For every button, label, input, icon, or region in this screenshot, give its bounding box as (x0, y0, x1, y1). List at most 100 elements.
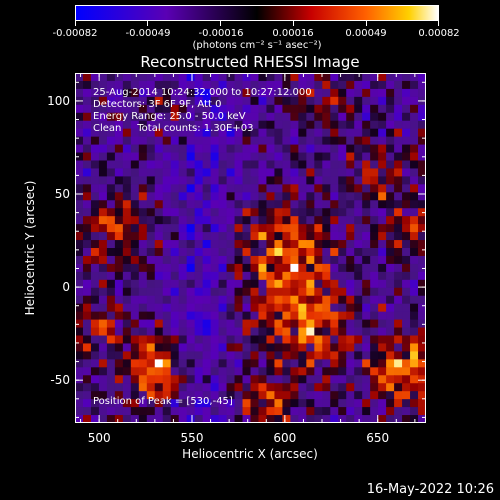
heatmap-cell (194, 367, 204, 376)
heatmap-cell (210, 391, 220, 400)
heatmap-cell (282, 120, 291, 130)
heatmap-cell (338, 144, 347, 154)
heatmap-cell (402, 407, 411, 416)
heatmap-cell (210, 120, 220, 130)
heatmap-cell (378, 112, 387, 122)
heatmap-cell (386, 303, 395, 313)
heatmap-cell (282, 375, 291, 384)
heatmap-cell (314, 184, 323, 193)
heatmap-cell (266, 271, 276, 281)
heatmap-cell (346, 263, 355, 273)
heatmap-cell (114, 168, 124, 177)
heatmap-cell (146, 399, 156, 408)
heatmap-cell (370, 152, 379, 162)
heatmap-cell (402, 216, 411, 225)
x-tick-label: 500 (87, 431, 111, 445)
heatmap-cell (362, 383, 371, 392)
heatmap-cell (106, 144, 116, 154)
heatmap-cell (130, 192, 140, 201)
heatmap-cell (186, 319, 196, 329)
heatmap-cell (378, 367, 387, 376)
heatmap-cell (314, 335, 323, 345)
heatmap-cell (290, 383, 299, 392)
heatmap-cell (75, 184, 84, 193)
heatmap-cell (226, 200, 236, 209)
heatmap-cell (418, 351, 426, 360)
heatmap-cell (178, 303, 188, 313)
heatmap-cell (330, 295, 339, 305)
heatmap-cell (314, 152, 323, 162)
heatmap-cell (202, 295, 212, 305)
heatmap-cell (250, 120, 260, 130)
heatmap-cell (402, 80, 411, 90)
heatmap-cell (386, 399, 395, 408)
heatmap-cell (194, 73, 204, 82)
heatmap-cell (362, 255, 371, 265)
heatmap-cell (418, 287, 426, 297)
heatmap-cell (402, 383, 411, 392)
heatmap-cell (146, 343, 156, 352)
heatmap-cell (306, 73, 315, 82)
heatmap-cell (362, 407, 371, 416)
heatmap-cell (250, 152, 260, 162)
heatmap-cell (154, 96, 164, 106)
heatmap-cell (378, 152, 387, 162)
heatmap-cell (106, 128, 116, 138)
heatmap-cell (154, 232, 164, 241)
heatmap-cell (378, 73, 387, 82)
heatmap-cell (218, 144, 228, 154)
heatmap-cell (122, 415, 132, 423)
colorbar-tick-label: 0.00016 (272, 28, 314, 39)
heatmap-cell (258, 279, 268, 289)
heatmap-cell (306, 303, 315, 313)
heatmap-cell (138, 375, 148, 384)
heatmap-cell (218, 248, 228, 257)
heatmap-cell (338, 232, 347, 241)
heatmap-cell (90, 279, 100, 289)
heatmap-cell (162, 263, 172, 273)
heatmap-cell (226, 303, 236, 313)
heatmap-cell (250, 295, 260, 305)
heatmap-cell (202, 88, 212, 98)
heatmap-cell (362, 160, 371, 170)
heatmap-cell (346, 120, 355, 130)
heatmap-cell (370, 327, 379, 337)
heatmap-cell (362, 232, 371, 241)
heatmap-cell (186, 407, 196, 416)
heatmap-cell (146, 271, 156, 281)
heatmap-cell (170, 192, 180, 201)
heatmap-cell (75, 208, 84, 217)
heatmap-cell (114, 96, 124, 106)
heatmap-cell (138, 104, 148, 114)
heatmap-cell (178, 279, 188, 289)
heatmap-cell (306, 112, 315, 122)
heatmap-cell (250, 144, 260, 154)
heatmap-cell (370, 240, 379, 249)
heatmap-cell (410, 407, 419, 416)
heatmap-cell (258, 184, 268, 193)
heatmap-cell (138, 255, 148, 265)
heatmap-cell (122, 80, 132, 90)
heatmap-cell (226, 168, 236, 177)
heatmap-cell (258, 399, 268, 408)
heatmap-cell (114, 415, 124, 423)
heatmap-cell (306, 200, 315, 209)
heatmap-cell (402, 136, 411, 146)
heatmap-cell (178, 367, 188, 376)
heatmap-cell (218, 208, 228, 217)
heatmap-cell (410, 176, 419, 185)
heatmap-cell (386, 248, 395, 257)
heatmap-cell (258, 359, 268, 368)
heatmap-cell (386, 136, 395, 146)
heatmap-cell (386, 240, 395, 249)
heatmap-cell (362, 335, 371, 345)
heatmap-cell (210, 73, 220, 82)
heatmap-cell (290, 279, 299, 289)
heatmap-cell (378, 335, 387, 345)
heatmap-cell (338, 263, 347, 273)
heatmap-cell (170, 112, 180, 122)
heatmap-cell (250, 351, 260, 360)
heatmap-cell (202, 152, 212, 162)
heatmap-cell (282, 255, 291, 265)
heatmap-cell (210, 255, 220, 265)
